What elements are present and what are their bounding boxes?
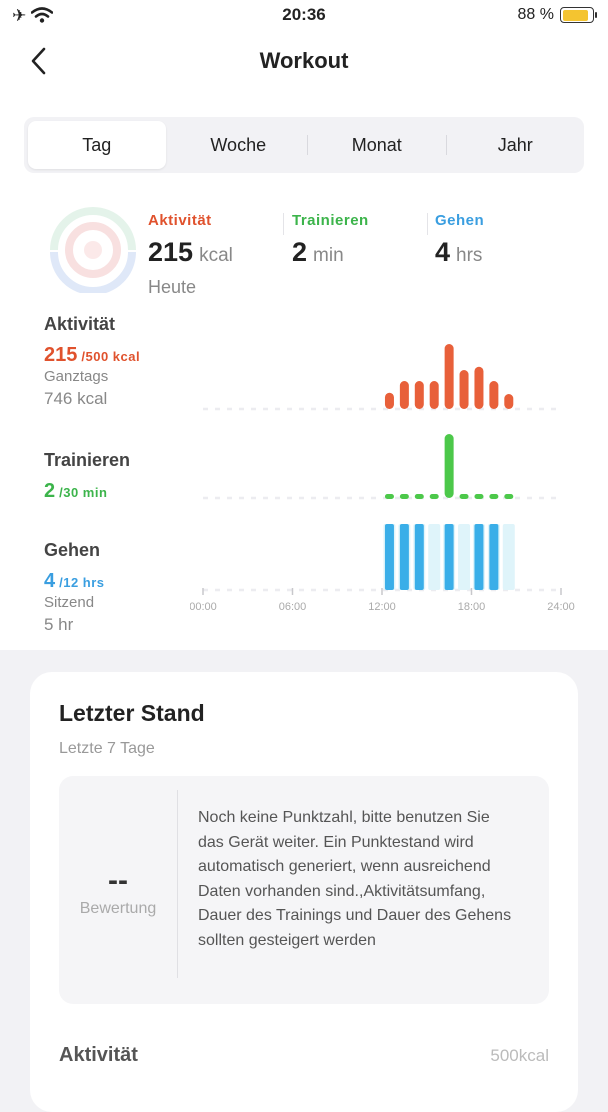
summary-activity: Aktivität 215 kcal [148, 212, 233, 268]
walking-bar [444, 524, 454, 590]
summary-walking-value: 4 hrs [435, 237, 484, 268]
metric-training-value: 2/30 min [44, 480, 107, 503]
training-bar [504, 494, 514, 499]
training-bar [414, 494, 424, 499]
metric-training-name: Trainieren [44, 450, 131, 470]
tab-day[interactable]: Tag [28, 121, 166, 169]
tab-week[interactable]: Woche [210, 134, 267, 155]
walking-bar-background [502, 524, 515, 590]
summary-training-unit: min [313, 245, 344, 266]
x-axis-tick-label: 24:00 [547, 601, 575, 613]
x-axis-tick-label: 12:00 [368, 601, 396, 613]
tab-month[interactable]: Monat [351, 134, 402, 155]
status-battery: 88 % [517, 6, 597, 24]
score-box: -- Bewertung Noch keine Punktzahl, bitte… [59, 776, 549, 1004]
walking-bar-background [428, 524, 441, 590]
score-message: Noch keine Punktzahl, bitte benutzen Sie… [198, 809, 512, 949]
activity-bar [459, 370, 469, 409]
card-subtitle: Letzte 7 Tage [59, 740, 155, 757]
card-title: Letzter Stand [59, 700, 205, 726]
airplane-icon: ✈ [12, 6, 27, 25]
x-axis-tick-label: 06:00 [279, 601, 307, 613]
metric-walking-name: Gehen [44, 540, 101, 560]
goal-activity-label: Aktivität [59, 1044, 138, 1066]
activity-rings [50, 207, 136, 293]
summary-divider [283, 213, 284, 235]
chevron-left-icon [31, 47, 46, 75]
metric-activity-sub-label: Ganztags [44, 368, 109, 385]
activity-bar [474, 366, 484, 409]
walking-bar [474, 524, 484, 590]
walking-bar-background [458, 524, 471, 590]
summary-training-value: 2 min [292, 237, 369, 268]
tab-separator [445, 135, 447, 155]
battery-icon [560, 7, 597, 23]
walking-bar [414, 524, 424, 590]
score-value: -- [108, 864, 128, 897]
training-bar [429, 494, 439, 499]
status-bar: ✈ 20:36 88 % [0, 0, 608, 32]
activity-bar [489, 381, 499, 409]
tab-separator [307, 135, 308, 155]
summary-divider [427, 213, 428, 235]
x-axis-tick-label: 18:00 [458, 601, 486, 613]
training-bar [489, 494, 499, 499]
metric-walking-sub-value: 5 hr [44, 615, 74, 634]
battery-percent: 88 % [517, 6, 554, 23]
summary-walking-number: 4 [435, 237, 451, 267]
metric-training-goal: /30 min [59, 485, 108, 500]
latest-status-card: Letzter Stand Letzte 7 Tage -- Bewertung… [30, 672, 578, 1112]
metric-activity-number: 215 [44, 344, 78, 366]
status-icons-left: ✈ [12, 6, 54, 26]
goal-activity-value: 500kcal [490, 1046, 549, 1065]
wifi-icon [30, 7, 54, 23]
back-button[interactable] [24, 44, 54, 78]
summary-period: Heute [148, 277, 197, 297]
summary-activity-number: 215 [148, 237, 194, 267]
activity-bar [399, 381, 409, 409]
metric-activity-value: 215/500 kcal [44, 344, 140, 367]
status-time: 20:36 [282, 5, 326, 24]
metric-walking-sub-label: Sitzend [44, 594, 95, 611]
score-divider [177, 790, 178, 978]
summary-walking: Gehen 4 hrs [435, 212, 484, 268]
summary-walking-label: Gehen [435, 212, 485, 229]
metric-activity-name: Aktivität [44, 314, 116, 334]
summary-activity-label: Aktivität [148, 212, 212, 229]
summary-walking-unit: hrs [456, 245, 483, 266]
summary-training: Trainieren 2 min [292, 212, 369, 268]
daily-activity-chart: 00:00 06:00 12:00 18:00 24:00 [190, 344, 575, 613]
metric-activity-sub-value: 746 kcal [44, 389, 108, 408]
walking-bar [489, 524, 499, 590]
activity-bar [444, 344, 454, 409]
summary-training-label: Trainieren [292, 212, 369, 229]
metric-walking-number: 4 [44, 570, 56, 592]
activity-bar [504, 394, 514, 409]
metric-walking-value: 4/12 hrs [44, 570, 105, 593]
score-label: Bewertung [79, 900, 157, 917]
tab-year[interactable]: Jahr [497, 134, 533, 155]
metric-walking-goal: /12 hrs [59, 575, 105, 590]
metric-activity-goal: /500 kcal [81, 349, 141, 364]
period-tabs: Tag Woche Monat Jahr [24, 117, 584, 173]
page-title: Workout [259, 48, 349, 73]
walking-bar [384, 524, 394, 590]
training-bar [384, 494, 394, 499]
training-bar [399, 494, 409, 499]
training-bar [459, 494, 469, 499]
walking-bar [399, 524, 409, 590]
x-axis-tick-label: 00:00 [190, 601, 217, 613]
summary-activity-unit: kcal [199, 245, 233, 266]
activity-bar [429, 381, 439, 409]
summary-training-number: 2 [292, 237, 308, 267]
metric-training-number: 2 [44, 480, 56, 502]
training-bar [474, 494, 484, 499]
training-bar [444, 434, 454, 498]
summary-activity-value: 215 kcal [148, 237, 233, 268]
activity-bar [414, 381, 424, 409]
activity-bar [384, 392, 394, 409]
